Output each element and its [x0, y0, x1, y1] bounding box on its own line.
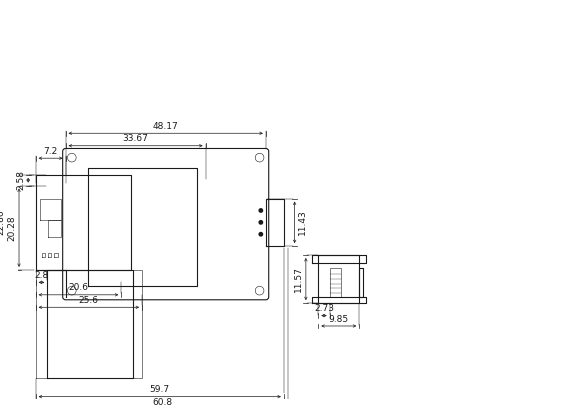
Text: 59.7: 59.7 — [150, 385, 170, 394]
Text: 11.43: 11.43 — [298, 209, 307, 235]
Text: 22.86: 22.86 — [0, 209, 6, 235]
Text: 25.6: 25.6 — [79, 296, 99, 305]
Text: 11.57: 11.57 — [294, 266, 303, 292]
Text: 60.8: 60.8 — [152, 398, 172, 407]
Text: 7.2: 7.2 — [43, 147, 58, 156]
Text: 48.17: 48.17 — [153, 122, 178, 131]
Text: 20.6: 20.6 — [68, 283, 88, 292]
Text: 2.8: 2.8 — [34, 271, 48, 280]
Text: 9.85: 9.85 — [329, 315, 349, 324]
Circle shape — [258, 220, 263, 225]
Circle shape — [258, 232, 263, 237]
Text: 20.28: 20.28 — [7, 215, 16, 240]
Text: 2.58: 2.58 — [17, 170, 25, 190]
Text: 2.73: 2.73 — [314, 304, 334, 313]
Text: 33.67: 33.67 — [123, 134, 149, 143]
Circle shape — [258, 208, 263, 213]
